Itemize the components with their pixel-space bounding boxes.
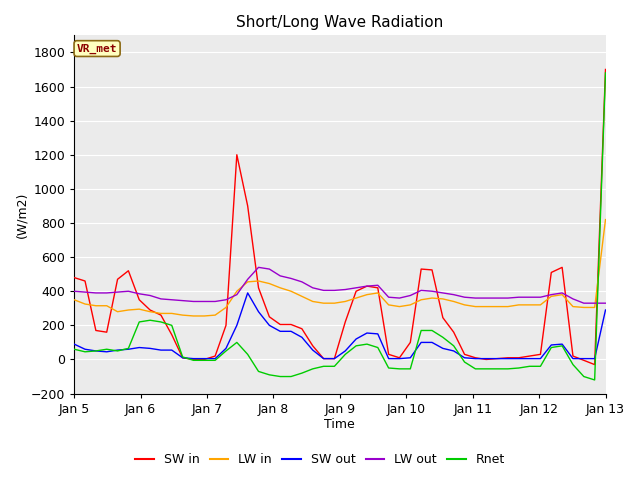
Y-axis label: (W/m2): (W/m2): [15, 191, 28, 238]
Title: Short/Long Wave Radiation: Short/Long Wave Radiation: [236, 15, 444, 30]
Text: VR_met: VR_met: [77, 44, 117, 54]
Legend: SW in, LW in, SW out, LW out, Rnet: SW in, LW in, SW out, LW out, Rnet: [130, 448, 510, 471]
X-axis label: Time: Time: [324, 419, 355, 432]
